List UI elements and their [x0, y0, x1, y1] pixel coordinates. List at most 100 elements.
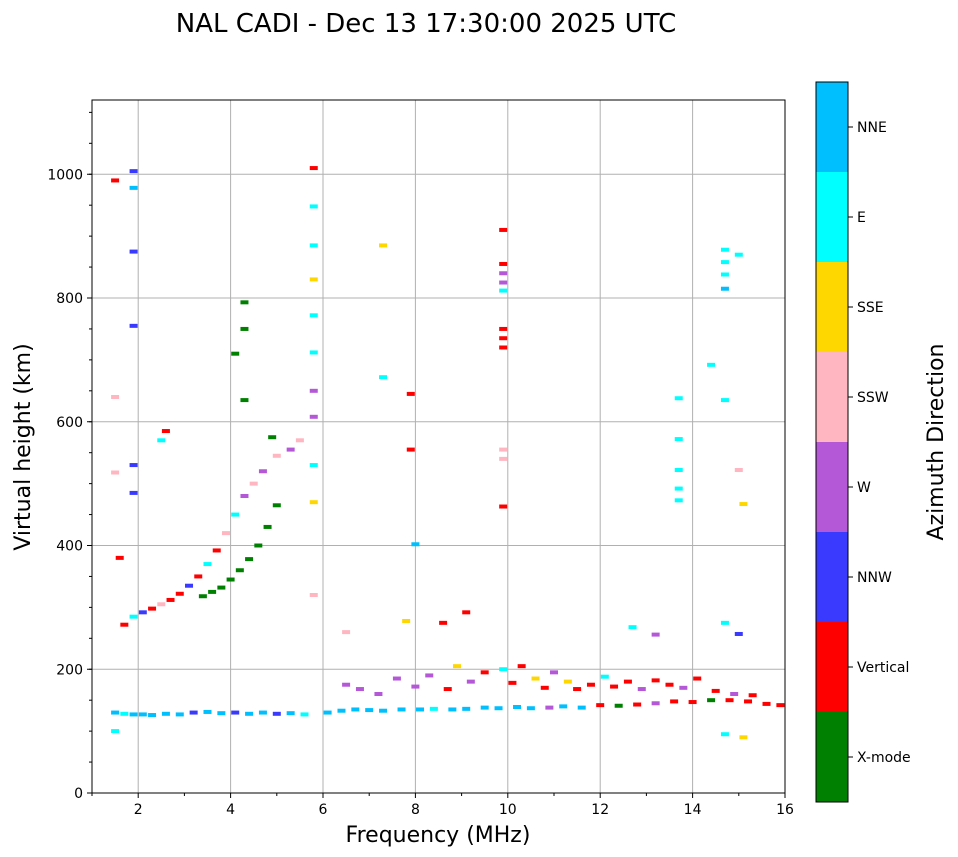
echo-point [466, 679, 475, 684]
echo-point [452, 664, 461, 669]
echo-point [300, 712, 309, 717]
echo-point [379, 243, 388, 248]
echo-point [129, 323, 138, 328]
echo-point [637, 687, 646, 692]
echo-point [309, 204, 318, 209]
echo-point [157, 438, 166, 443]
echo-point [111, 395, 120, 399]
echo-point [129, 185, 138, 190]
echo-point [499, 336, 508, 341]
echo-point [633, 702, 642, 707]
echo-point [462, 706, 471, 711]
echo-point [286, 447, 295, 452]
echo-point [499, 271, 508, 276]
echo-point [688, 700, 697, 705]
chart-title: NAL CADI - Dec 13 17:30:00 2025 UTC [176, 9, 676, 39]
echo-point [249, 481, 258, 486]
echo-point [203, 709, 212, 714]
echo-point [559, 704, 568, 709]
echo-point [744, 699, 753, 704]
colorbar-swatch [816, 82, 848, 172]
colorbar-swatch [816, 622, 848, 712]
colorbar-tick-label: Vertical [857, 660, 909, 676]
echo-point [323, 710, 332, 715]
echo-point [115, 555, 124, 560]
data-points [111, 166, 785, 740]
echo-point [263, 524, 272, 529]
echo-point [309, 166, 318, 171]
x-tick-label: 8 [411, 802, 420, 818]
echo-point [674, 468, 683, 473]
echo-point [614, 703, 623, 708]
echo-point [610, 684, 619, 689]
y-axis-ticks: 0 200 400 600 800 1000 [47, 111, 92, 802]
plot-frame [91, 99, 786, 794]
echo-point [309, 350, 318, 355]
echo-point [734, 252, 743, 257]
echo-point [175, 591, 184, 596]
x-tick-label: 10 [499, 802, 517, 818]
echo-point [198, 594, 207, 599]
echo-point [365, 708, 374, 713]
echo-point [480, 705, 489, 710]
echo-point [240, 494, 249, 498]
colorbar-tick-label: NNW [857, 570, 892, 586]
echo-point [217, 585, 226, 590]
echo-point [379, 708, 388, 713]
echo-point [499, 667, 508, 672]
colorbar-tick-label: W [857, 480, 871, 496]
echo-point [411, 542, 420, 547]
colorbar-swatch [816, 262, 848, 352]
echo-point [406, 391, 415, 396]
echo-point [674, 486, 683, 491]
echo-point [342, 682, 351, 687]
echo-point [670, 699, 679, 704]
colorbar-swatch [816, 172, 848, 262]
colorbar-tick-label: E [857, 210, 866, 226]
echo-point [776, 703, 785, 708]
echo-point [129, 490, 138, 495]
echo-point [379, 375, 388, 380]
echo-point [499, 261, 508, 266]
echo-point [208, 589, 217, 594]
echo-point [577, 705, 586, 710]
colorbar-swatch [816, 442, 848, 532]
echo-point [175, 712, 184, 717]
echo-point [231, 512, 240, 517]
echo-point [111, 729, 120, 734]
echo-point [235, 568, 244, 573]
echo-point [693, 676, 702, 681]
echo-point [563, 679, 572, 684]
echo-point [550, 670, 558, 675]
echo-point [600, 674, 609, 679]
x-tick-label: 12 [591, 802, 609, 818]
colorbar-tick-label: NNE [857, 120, 887, 136]
echo-point [748, 693, 757, 698]
x-tick-label: 14 [684, 802, 702, 818]
echo-point [272, 453, 281, 458]
colorbar: X-mode Vertical NNW W SSW SSE E NNE [815, 81, 911, 803]
grid-lines [92, 100, 786, 794]
echo-point [517, 664, 526, 669]
echo-point [309, 500, 318, 505]
echo-point [272, 711, 281, 716]
echo-point [707, 698, 716, 703]
colorbar-swatch [816, 352, 848, 442]
echo-point [129, 614, 138, 619]
echo-point [499, 280, 508, 285]
echo-point [545, 705, 554, 710]
echo-point [148, 713, 157, 718]
echo-point [272, 503, 281, 508]
echo-point [651, 701, 660, 706]
colorbar-label: Azimuth Direction [924, 343, 949, 540]
y-tick-label: 0 [74, 786, 83, 802]
echo-point [148, 606, 157, 611]
echo-point [240, 398, 249, 403]
echo-point [309, 463, 318, 468]
echo-point [720, 732, 729, 737]
echo-point [226, 577, 235, 582]
echo-point [499, 227, 508, 232]
echo-point [309, 593, 318, 597]
echo-point [443, 687, 452, 692]
echo-point [416, 707, 425, 712]
